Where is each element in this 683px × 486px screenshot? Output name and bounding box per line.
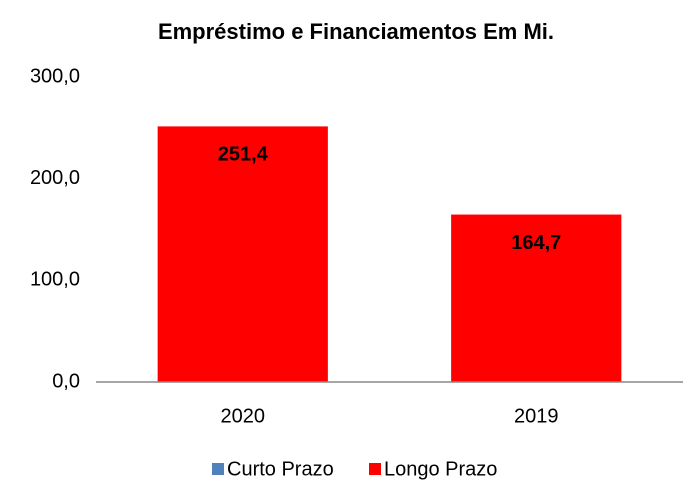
y-tick-label: 0,0 (52, 370, 80, 392)
bar (451, 214, 622, 382)
y-tick-label: 300,0 (30, 65, 80, 87)
bar (157, 126, 328, 382)
y-tick-label: 100,0 (30, 269, 80, 291)
data-label: 164,7 (511, 232, 561, 254)
legend-label: Curto Prazo (227, 458, 334, 480)
legend-label: Longo Prazo (384, 458, 497, 480)
x-tick-label: 2020 (221, 405, 266, 427)
y-tick-label: 200,0 (30, 167, 80, 189)
data-label: 251,4 (218, 144, 269, 166)
legend-swatch (212, 463, 224, 475)
x-tick-label: 2019 (514, 405, 559, 427)
legend-swatch (369, 463, 381, 475)
chart-title: Empréstimo e Financiamentos Em Mi. (158, 19, 554, 44)
